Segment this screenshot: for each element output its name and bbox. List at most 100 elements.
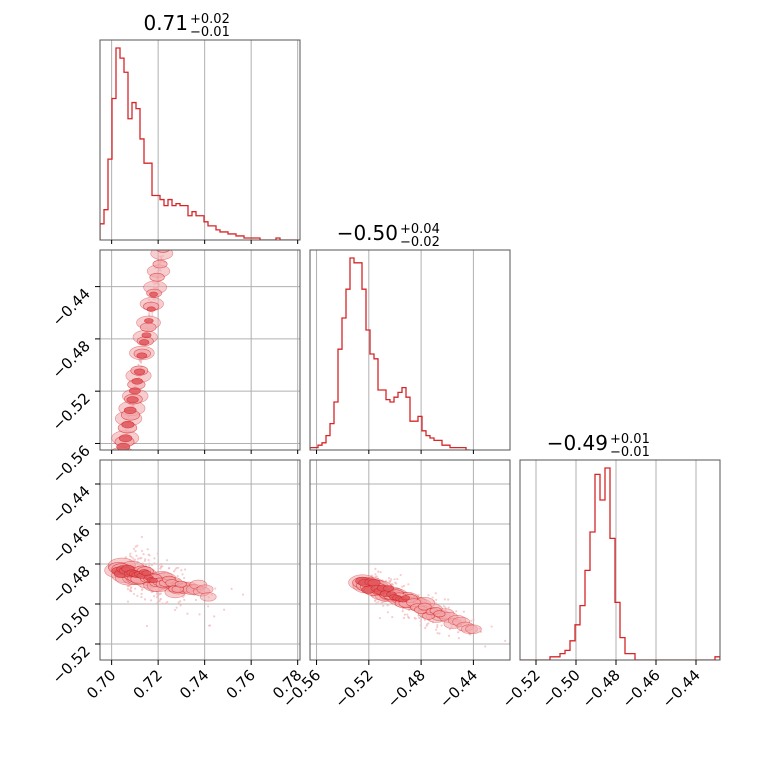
panel-frame-1-1	[309, 249, 511, 451]
density-contour	[172, 150, 191, 161]
density-contour	[139, 322, 157, 332]
sample-point	[129, 589, 132, 592]
sample-point	[132, 592, 136, 596]
x-tick-label-p1: −0.44	[436, 666, 481, 711]
sample-point	[150, 599, 153, 602]
sample-point	[129, 587, 132, 590]
density-contour	[154, 232, 176, 244]
sample-point	[146, 548, 149, 551]
histogram-title-2: −0.49 +0.01−0.01	[547, 431, 650, 460]
sample-point	[186, 612, 189, 615]
sample-point	[165, 235, 167, 237]
density-contour	[152, 259, 168, 269]
density-contour	[465, 624, 482, 634]
sample-point	[168, 214, 170, 216]
sample-point	[191, 89, 193, 91]
sample-point	[140, 535, 143, 539]
sample-point	[140, 592, 143, 596]
sample-point	[195, 84, 197, 86]
sample-point	[431, 596, 434, 599]
sample-point	[490, 625, 493, 628]
density-contour	[179, 118, 198, 128]
sample-point	[440, 624, 443, 627]
sample-point	[167, 235, 169, 237]
sample-point	[399, 573, 402, 577]
density-contour	[136, 352, 148, 359]
sample-point	[180, 162, 182, 164]
sample-point	[407, 583, 410, 586]
sample-point	[178, 173, 180, 175]
density-contour	[144, 318, 154, 324]
title-plus-error: +0.02	[190, 12, 230, 27]
density-contour	[156, 250, 170, 253]
y-tick-label-p1: −0.48	[49, 337, 94, 382]
title-plus-error: +0.04	[400, 222, 440, 237]
sample-point	[157, 593, 160, 596]
x-tick-label-p0: 0.72	[130, 666, 166, 702]
sample-point	[163, 246, 165, 248]
sample-point	[151, 311, 154, 314]
sample-point	[189, 121, 191, 123]
sample-point	[186, 116, 188, 118]
sample-point	[177, 601, 180, 604]
density-contour	[183, 100, 201, 110]
sample-point	[140, 549, 144, 553]
title-plus-error: +0.01	[610, 432, 650, 447]
title-median: 0.71	[143, 11, 188, 35]
sample-point	[179, 155, 181, 157]
sample-point	[170, 220, 172, 222]
density-contour	[175, 157, 186, 163]
sample-point	[147, 558, 150, 562]
sample-point	[387, 577, 391, 580]
sample-point	[379, 571, 382, 574]
sample-point	[153, 562, 156, 565]
sample-point	[136, 557, 140, 560]
sample-point	[377, 570, 380, 573]
title-median: −0.50	[337, 221, 398, 245]
sample-point	[162, 246, 164, 248]
sample-point	[166, 600, 169, 604]
density-contour	[112, 470, 126, 478]
sample-point	[162, 242, 164, 244]
density-contour	[433, 610, 446, 618]
sample-point	[140, 556, 143, 560]
sample-point	[208, 624, 212, 627]
histogram-title-0: 0.71 +0.02−0.01	[143, 11, 229, 40]
sample-point	[159, 598, 162, 601]
density-contour	[146, 306, 156, 312]
sample-point	[167, 228, 169, 230]
sample-point	[419, 620, 422, 623]
sample-point	[222, 608, 226, 611]
sample-point	[444, 606, 447, 609]
sample-point	[447, 634, 451, 637]
sample-point	[402, 584, 406, 587]
y-tick-label-p2: −0.48	[49, 562, 94, 607]
density-contour	[158, 215, 179, 227]
sample-point	[165, 232, 167, 234]
sample-point	[427, 594, 430, 597]
sample-point	[145, 624, 149, 628]
y-tick-label-p2: −0.46	[49, 522, 94, 567]
sample-point	[165, 227, 167, 229]
sample-point	[182, 139, 184, 141]
sample-point	[137, 363, 140, 366]
sample-point	[166, 222, 168, 224]
sample-point	[382, 604, 385, 607]
sample-point	[166, 220, 168, 222]
sample-point	[455, 610, 458, 613]
histogram-1	[310, 257, 470, 450]
sample-point	[214, 587, 217, 590]
sample-point	[183, 568, 187, 571]
sample-point	[195, 91, 197, 93]
density-contour	[169, 190, 181, 197]
density-contour	[200, 592, 217, 602]
sample-point	[164, 241, 166, 243]
sample-point	[185, 133, 187, 135]
sample-point	[181, 158, 183, 160]
density-contour	[126, 396, 139, 404]
density-contour	[176, 132, 195, 142]
sample-point	[401, 610, 404, 613]
sample-point	[179, 149, 181, 151]
sample-point	[136, 594, 139, 597]
sample-point	[406, 613, 409, 616]
